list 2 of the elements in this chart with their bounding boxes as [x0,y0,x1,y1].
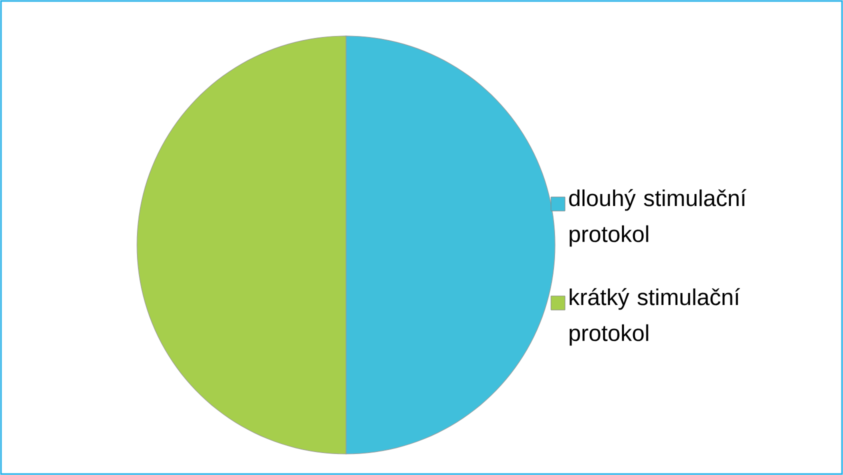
legend-label: krátký stimulační protokol [570,288,740,346]
legend-label: dlouhý stimulační protokol [569,189,746,247]
